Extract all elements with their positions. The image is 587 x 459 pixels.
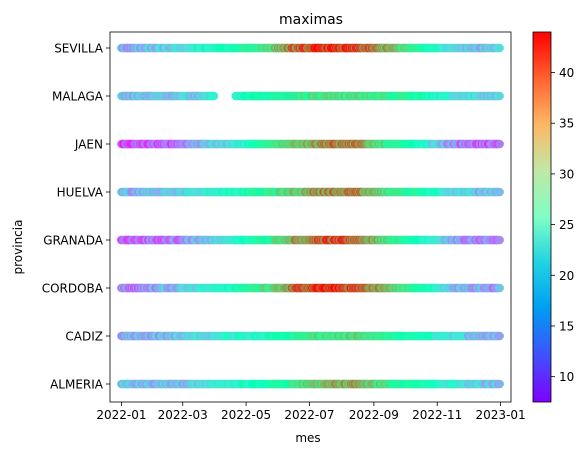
data-point (495, 331, 504, 341)
data-point (495, 283, 504, 293)
x-axis: 2022-01 2022-03 2022-05 2022-07 2022-09 2022-… (96, 402, 526, 422)
x-tick-label: 2022-11 (412, 408, 462, 422)
y-tick-label: CADIZ (65, 330, 103, 344)
x-tick-label: 2022-03 (158, 408, 208, 422)
data-points (117, 43, 504, 389)
data-point (495, 43, 504, 53)
data-point (209, 91, 219, 101)
colorbar-tick-label: 10 (559, 370, 574, 384)
y-tick-label: GRANADA (43, 234, 104, 248)
colorbar-ticks: 10 15 20 25 30 35 40 (551, 66, 574, 384)
chart-title: maximas (279, 12, 343, 28)
y-axis-label: provincia (11, 220, 25, 275)
colorbar-tick-label: 25 (559, 218, 574, 232)
x-tick-label: 2023-01 (476, 408, 526, 422)
x-tick-label: 2022-07 (284, 408, 334, 422)
x-tick-label: 2022-01 (96, 408, 146, 422)
colorbar-tick-label: 40 (559, 66, 574, 80)
colorbar-tick-label: 35 (559, 117, 574, 131)
colorbar-tick-label: 20 (559, 269, 574, 283)
y-tick-label: CORDOBA (42, 282, 104, 296)
y-tick-label: JAEN (74, 138, 103, 152)
colorbar: 10 15 20 25 30 35 40 (532, 31, 574, 403)
x-tick-label: 2022-09 (349, 408, 399, 422)
y-tick-label: SEVILLA (54, 42, 104, 56)
data-point (495, 91, 504, 101)
colorbar-tick-label: 15 (559, 319, 574, 333)
data-point (495, 187, 504, 197)
y-tick-label: HUELVA (57, 186, 104, 200)
plot-frame (109, 31, 512, 403)
colorbar-tick-label: 30 (559, 167, 574, 181)
y-tick-label: ALMERIA (50, 378, 104, 392)
colorbar-gradient (532, 31, 552, 403)
y-axis: ALMERIA CADIZ CORDOBA GRANADA HUELVA JAEN MALA… (42, 42, 110, 392)
data-point (495, 379, 504, 389)
x-tick-label: 2022-05 (221, 408, 271, 422)
data-point (495, 235, 504, 245)
data-point (495, 139, 504, 149)
x-axis-label: mes (295, 431, 320, 445)
y-tick-label: MALAGA (52, 90, 104, 104)
